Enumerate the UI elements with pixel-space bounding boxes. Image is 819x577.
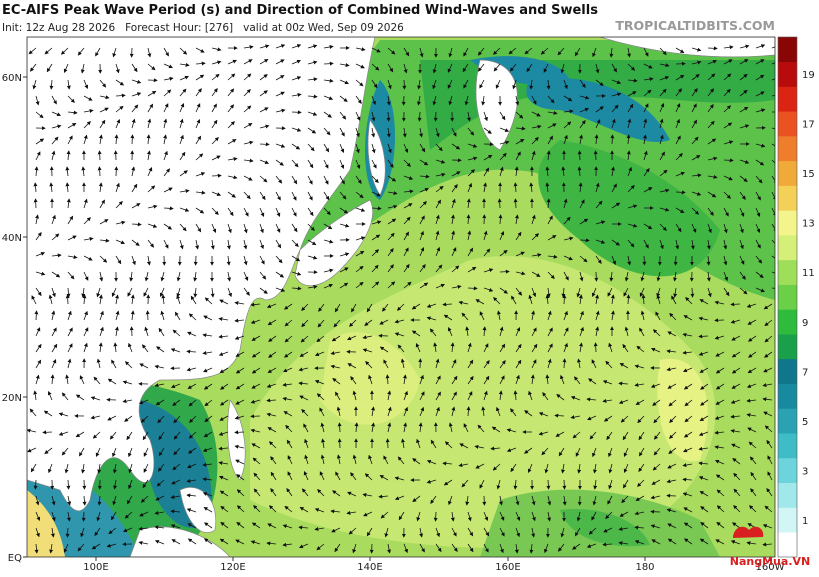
lon-label: 180 [635,562,654,573]
colorbar-label: 3 [802,466,808,477]
colorbar-swatch [778,111,797,136]
lat-label: 20N [2,393,22,404]
map [27,37,781,557]
colorbar-swatch [778,433,797,458]
lon-label: 140E [357,562,382,573]
arrow [132,224,141,225]
watermark-text: NangMua.VN [730,555,810,568]
colorbar-label: 1 [802,516,808,527]
arrow [43,432,52,433]
colorbar-label: 19 [802,70,815,81]
arrow [404,80,405,89]
colorbar-swatch [778,408,797,433]
arrow [515,199,516,208]
colorbar-swatch [778,210,797,235]
lat-label: EQ [8,553,22,564]
arrow [708,48,717,49]
arrow [699,336,708,337]
colorbar-swatch [778,507,797,532]
arrow [692,288,693,297]
colorbar-label: 9 [802,318,808,329]
colorbar-swatch [778,37,797,62]
arrow [644,256,645,265]
colorbar: 19 17 15 13 11 9 7 5 3 1 [778,37,815,557]
arrow [731,304,740,305]
arrow [99,151,100,160]
colorbar-label: 17 [802,120,815,131]
colorbar-swatch [778,186,797,211]
lon-label: 100E [83,562,108,573]
colorbar-swatch [778,136,797,161]
colorbar-swatch [778,62,797,87]
arrow [164,208,173,209]
colorbar-swatch [778,359,797,384]
arrow [324,63,333,64]
colorbar-swatch [778,532,797,557]
arrow [339,423,340,432]
title: EC-AIFS Peak Wave Period (s) and Directi… [2,3,598,18]
init-line: Init: 12z Aug 28 2026 Forecast Hour: [27… [2,22,404,34]
colorbar-swatch [778,161,797,186]
arrow [564,295,565,304]
arrow [628,295,629,304]
colorbar-swatch [778,483,797,508]
arrow [676,192,685,193]
arrow [212,175,221,176]
arrow [468,288,477,289]
arrow [35,199,36,208]
arrow [500,271,509,272]
colorbar-swatch [778,285,797,310]
arrow [612,135,613,144]
colorbar-label: 11 [802,268,815,279]
colorbar-swatch [778,334,797,359]
lon-label: 120E [220,562,245,573]
arrow [36,311,37,320]
arrow [564,480,565,489]
arrow [132,135,133,144]
site: TROPICALTIDBITS.COM [615,18,775,33]
lon-label: 160E [495,562,520,573]
arrow [724,160,733,161]
colorbar-swatch [778,260,797,285]
colorbar-swatch [778,87,797,112]
colorbar-label: 7 [802,367,808,378]
colorbar-label: 15 [802,169,815,180]
colorbar-swatch [778,458,797,483]
colorbar-label: 13 [802,219,815,230]
lat-label: 60N [2,73,22,84]
colorbar-swatch [778,235,797,260]
lat-label: 40N [2,233,22,244]
arrow [499,199,500,208]
colorbar-swatch [778,384,797,409]
colorbar-label: 5 [802,417,808,428]
colorbar-swatch [778,309,797,334]
